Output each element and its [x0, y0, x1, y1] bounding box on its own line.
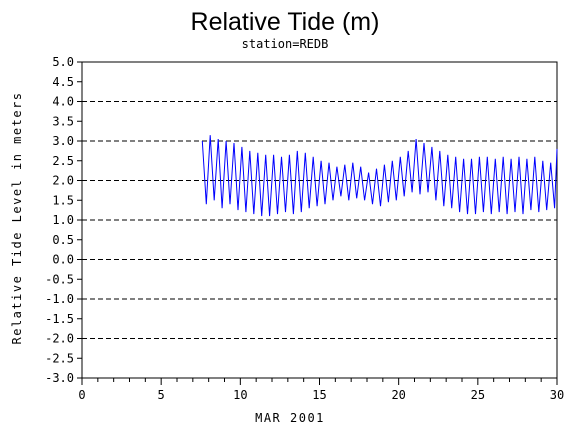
chart-subtitle: station=REDB	[242, 37, 329, 51]
y-tick-label: 3.5	[52, 114, 74, 128]
y-tick-label: -2.0	[45, 332, 74, 346]
grid-lines	[82, 61, 557, 379]
y-tick-label: 1.5	[52, 193, 74, 207]
y-tick-label: -2.5	[45, 351, 74, 365]
series-line-tide	[201, 135, 558, 217]
y-tick-label: 4.0	[52, 95, 74, 109]
y-tick-label: 5.0	[52, 55, 74, 69]
y-tick-label: 2.5	[52, 154, 74, 168]
y-tick-label: 4.5	[52, 75, 74, 89]
y-tick-label: 3.0	[52, 134, 74, 148]
y-axis-label: Relative Tide Level in meters	[10, 91, 24, 344]
y-tick-label: 2.0	[52, 174, 74, 188]
x-tick-label: 20	[391, 388, 405, 402]
y-tick-label: -3.0	[45, 371, 74, 385]
y-tick-label: 1.0	[52, 213, 74, 227]
chart-title: Relative Tide (m)	[191, 8, 380, 36]
y-axis: 5.0 4.5 4.0 3.5 3.0 2.5 2.0 1.5 1.0 0.5 0.0 -0.5 -1.…	[45, 55, 82, 385]
y-tick-label: -0.5	[45, 272, 74, 286]
y-tick-label: -1.0	[45, 292, 74, 306]
y-tick-label: 0.5	[52, 233, 74, 247]
x-tick-label: 15	[312, 388, 326, 402]
y-tick-label: 0.0	[52, 253, 74, 267]
x-tick-label: 0	[78, 388, 85, 402]
x-tick-label: 30	[550, 388, 564, 402]
x-axis: 0 5 10 15 20 25 30	[78, 378, 564, 402]
x-tick-label: 10	[233, 388, 247, 402]
y-tick-label: -1.5	[45, 312, 74, 326]
x-tick-label: 5	[158, 388, 165, 402]
x-tick-label: 25	[471, 388, 485, 402]
x-axis-label: MAR 2001	[255, 411, 325, 425]
